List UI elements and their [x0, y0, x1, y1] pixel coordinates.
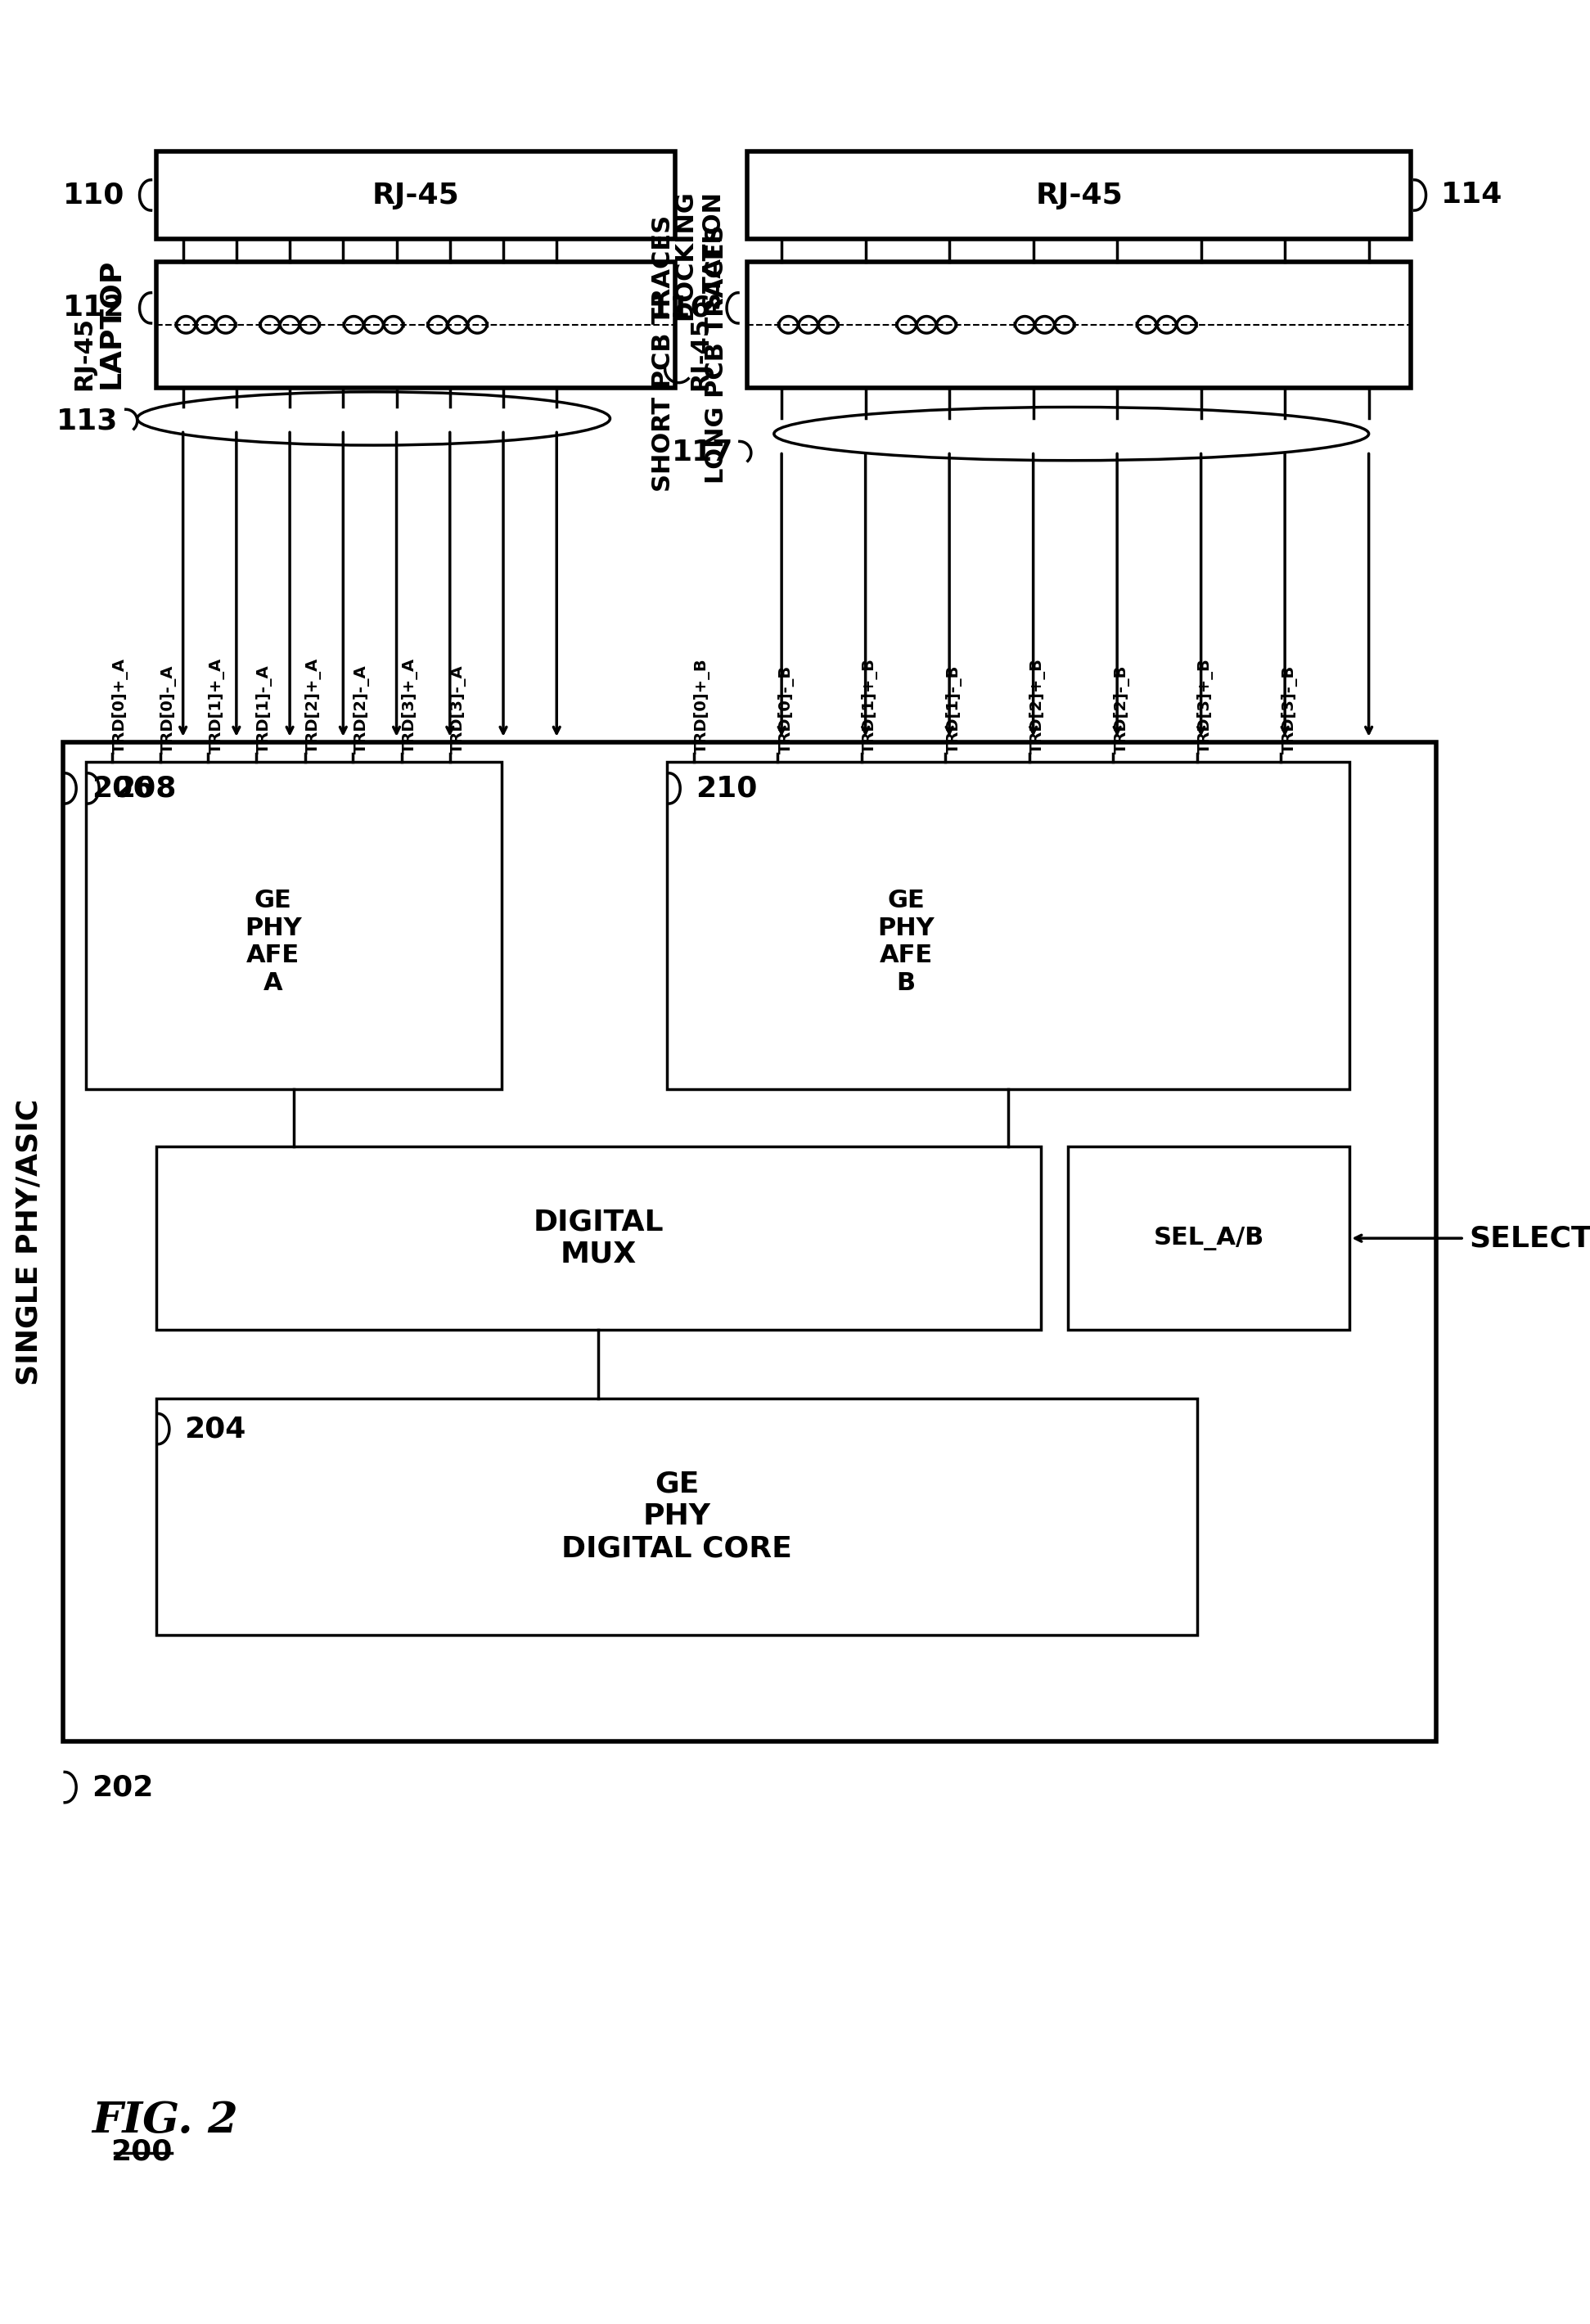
Bar: [747, 263, 1410, 388]
Text: 117: 117: [673, 439, 733, 467]
Bar: [668, 762, 1350, 1090]
Bar: [156, 151, 674, 239]
Text: TRD[1]-_A: TRD[1]-_A: [256, 665, 272, 753]
Text: TRD[3]+_B: TRD[3]+_B: [1197, 658, 1213, 753]
Ellipse shape: [774, 407, 1369, 460]
Bar: [156, 1146, 1041, 1329]
Text: 204: 204: [184, 1415, 246, 1443]
Text: 110: 110: [62, 181, 124, 209]
Text: RJ-45: RJ-45: [372, 181, 460, 209]
Text: SELECT: SELECT: [1469, 1225, 1590, 1253]
Text: SHORT PCB TRACES: SHORT PCB TRACES: [652, 216, 676, 493]
Text: TRD[0]-_B: TRD[0]-_B: [778, 665, 793, 753]
Text: 200: 200: [110, 2138, 172, 2166]
Text: 206: 206: [92, 774, 153, 802]
Text: RJ-45: RJ-45: [72, 316, 95, 390]
Text: TRD[2]+_A: TRD[2]+_A: [305, 658, 321, 753]
Text: GE
PHY
AFE
B: GE PHY AFE B: [878, 888, 935, 995]
Text: TRD[0]-_A: TRD[0]-_A: [161, 665, 176, 753]
Text: TRD[0]+_B: TRD[0]+_B: [693, 658, 711, 753]
Text: DIGITAL
MUX: DIGITAL MUX: [533, 1208, 665, 1269]
Text: TRD[2]-_A: TRD[2]-_A: [353, 665, 369, 753]
Text: TRD[1]+_B: TRD[1]+_B: [862, 658, 878, 753]
Text: TRD[1]-_B: TRD[1]-_B: [946, 665, 962, 753]
Text: TRD[0]+_A: TRD[0]+_A: [111, 658, 129, 753]
Text: GE
PHY
DIGITAL CORE: GE PHY DIGITAL CORE: [561, 1471, 792, 1562]
Text: 202: 202: [92, 1773, 153, 1801]
Bar: [64, 744, 1436, 1741]
Text: TRD[1]+_A: TRD[1]+_A: [208, 658, 224, 753]
Text: DOCKING
STATION: DOCKING STATION: [673, 191, 725, 321]
Bar: [86, 762, 502, 1090]
Text: TRD[2]+_B: TRD[2]+_B: [1029, 658, 1046, 753]
Text: RJ-45: RJ-45: [1035, 181, 1123, 209]
Bar: [747, 151, 1410, 239]
Text: SEL_A/B: SEL_A/B: [1153, 1227, 1264, 1250]
Text: 208: 208: [114, 774, 176, 802]
Text: SINGLE PHY/ASIC: SINGLE PHY/ASIC: [14, 1099, 43, 1385]
Ellipse shape: [137, 393, 611, 446]
Text: TRD[3]+_A: TRD[3]+_A: [402, 658, 418, 753]
Bar: [156, 1399, 1197, 1634]
Text: FIG. 2: FIG. 2: [92, 2101, 238, 2143]
Text: 116: 116: [650, 295, 711, 323]
Text: 113: 113: [57, 407, 118, 435]
Text: 210: 210: [695, 774, 757, 802]
Bar: [1067, 1146, 1350, 1329]
Bar: [156, 263, 674, 388]
Text: TRD[2]-_B: TRD[2]-_B: [1113, 665, 1129, 753]
Text: 112: 112: [62, 295, 124, 323]
Text: TRD[3]-_B: TRD[3]-_B: [1282, 665, 1297, 753]
Text: LAPTOP: LAPTOP: [97, 258, 124, 388]
Text: 114: 114: [1441, 181, 1503, 209]
Text: RJ-45: RJ-45: [688, 316, 712, 390]
Text: LONG PCB TRACES: LONG PCB TRACES: [704, 223, 728, 483]
Text: TRD[3]-_A: TRD[3]-_A: [450, 665, 466, 753]
Text: GE
PHY
AFE
A: GE PHY AFE A: [245, 888, 302, 995]
